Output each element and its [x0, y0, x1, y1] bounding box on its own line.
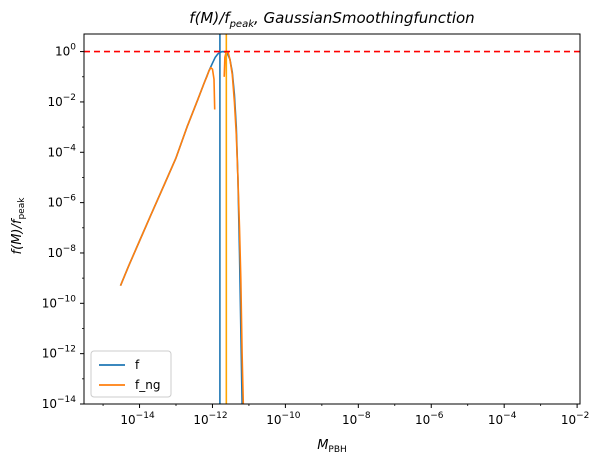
- plot-frame: [83, 33, 581, 405]
- chart-title-rest: , GaussianSmoothingfunction: [254, 9, 475, 27]
- x-axis-label: MPBH: [317, 438, 347, 455]
- legend-label: f_ng: [135, 378, 160, 392]
- x-tick-label: 10−10: [266, 411, 301, 427]
- y-tick-label: 10−6: [47, 194, 76, 210]
- x-axis-label-sub: PBH: [328, 445, 346, 455]
- chart-title: f(M)/fpeak, GaussianSmoothingfunction: [189, 9, 474, 30]
- x-tick-label: 10−6: [415, 411, 444, 427]
- x-tick-label: 10−2: [561, 411, 590, 427]
- y-axis-label-sub: peak: [17, 197, 27, 220]
- chart-title-main: f(M)/f: [189, 9, 232, 27]
- x-axis-label-main: M: [317, 438, 328, 453]
- y-axis-label-main: f(M)/f: [10, 217, 25, 254]
- y-tick-label: 10−8: [47, 244, 76, 260]
- y-tick-label: 10−10: [42, 294, 77, 310]
- x-tick-label: 10−14: [120, 411, 155, 427]
- y-tick-label: 100: [55, 43, 76, 59]
- x-tick-label: 10−12: [193, 411, 227, 427]
- x-tick-label: 10−8: [342, 411, 371, 427]
- series-f-ng-line-left: [119, 66, 216, 287]
- axis-ticks: 10−14 10−12 10−10 10−8 10−6 10−4 10−2 100 10−2 10…: [42, 43, 590, 427]
- legend-label: f: [135, 358, 140, 372]
- y-axis-label: f(M)/fpeak: [10, 197, 27, 255]
- plot-area: [84, 34, 580, 404]
- y-tick-label: 10−12: [42, 345, 76, 361]
- y-tick-label: 10−2: [47, 93, 76, 109]
- y-tick-label: 10−4: [47, 143, 76, 159]
- chart-title-sub: peak: [229, 19, 256, 30]
- x-tick-label: 10−4: [488, 411, 517, 427]
- y-tick-label: 10−14: [42, 395, 77, 411]
- legend: f f_ng: [90, 350, 172, 398]
